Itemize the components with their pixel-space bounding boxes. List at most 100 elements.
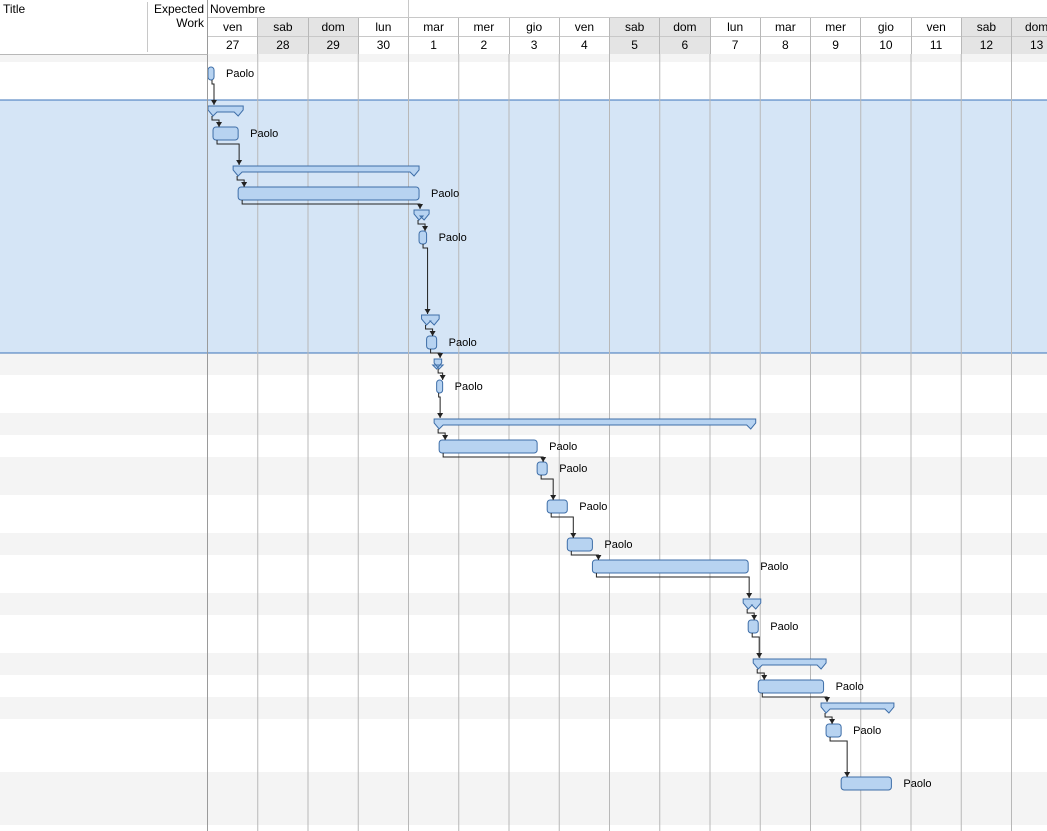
- dependency-arrow: [756, 653, 763, 658]
- row-background: [0, 226, 1047, 309]
- dependency-line: [211, 80, 215, 105]
- task-bar[interactable]: [536, 461, 548, 476]
- task-bar[interactable]: [546, 499, 568, 514]
- day-column-header: mar 8: [760, 18, 811, 54]
- summary-bar[interactable]: [421, 314, 440, 326]
- task-bar[interactable]: [747, 619, 759, 634]
- row-background: [0, 533, 1047, 555]
- row-background: [0, 309, 1047, 331]
- row-background: [0, 331, 1047, 353]
- resource-label: Paolo: [455, 381, 483, 393]
- dependency-arrow: [241, 182, 248, 187]
- dependency-line: [829, 737, 848, 777]
- task-bar[interactable]: [237, 186, 420, 201]
- task-bar[interactable]: [840, 776, 892, 791]
- row-background: [0, 204, 1047, 226]
- dependency-arrow: [540, 457, 547, 462]
- row-background: [0, 719, 1047, 772]
- dependency-arrow: [824, 697, 831, 702]
- row-background: [0, 100, 1047, 122]
- row-background: [0, 593, 1047, 615]
- resource-label: Paolo: [853, 725, 881, 737]
- resource-label: Paolo: [760, 561, 788, 573]
- dependency-line: [540, 475, 554, 500]
- column-header-title[interactable]: Title: [3, 2, 26, 16]
- summary-bar[interactable]: [207, 105, 244, 117]
- resource-label: Paolo: [439, 232, 467, 244]
- row-background: [0, 62, 1047, 100]
- dependency-arrow: [751, 615, 758, 620]
- dependency-arrow: [429, 331, 436, 336]
- column-header-expected-work[interactable]: Expected Work: [147, 2, 206, 52]
- resource-label: Paolo: [226, 68, 254, 80]
- summary-bar[interactable]: [752, 658, 827, 670]
- dependency-arrow: [437, 413, 444, 418]
- dependency-arrow: [417, 204, 424, 209]
- summary-bar[interactable]: [413, 209, 430, 221]
- day-column-header: sab 28: [258, 18, 309, 54]
- task-bar[interactable]: [757, 679, 825, 694]
- row-background: [0, 675, 1047, 697]
- day-column-header: mar 1: [409, 18, 460, 54]
- row-background: [0, 615, 1047, 653]
- resource-label: Paolo: [836, 681, 864, 693]
- summary-bar[interactable]: [431, 358, 445, 370]
- day-column-header: dom 13: [1012, 18, 1047, 54]
- dependency-arrow: [829, 719, 836, 724]
- task-bar[interactable]: [426, 335, 438, 350]
- task-bar[interactable]: [566, 537, 593, 552]
- task-bar[interactable]: [207, 66, 215, 81]
- resource-label: Paolo: [250, 128, 278, 140]
- task-bar[interactable]: [418, 230, 428, 245]
- resource-label: Paolo: [770, 621, 798, 633]
- task-bar[interactable]: [825, 723, 842, 738]
- month-label: Novembre: [210, 2, 266, 16]
- dependency-arrow: [746, 593, 753, 598]
- task-bar[interactable]: [212, 126, 239, 141]
- row-background: [0, 495, 1047, 533]
- resource-label: Paolo: [903, 778, 931, 790]
- summary-bar[interactable]: [820, 702, 895, 714]
- resource-label: Paolo: [579, 501, 607, 513]
- dependency-arrow: [570, 533, 577, 538]
- row-background: [0, 160, 1047, 182]
- dependency-arrow: [442, 435, 449, 440]
- day-column-header: ven 27: [208, 18, 259, 54]
- day-column-header: lun 7: [710, 18, 761, 54]
- summary-bar[interactable]: [232, 165, 420, 177]
- dependency-line: [438, 393, 441, 418]
- row-background: [0, 353, 1047, 375]
- day-column-header: dom 6: [660, 18, 711, 54]
- dependency-arrow: [211, 100, 217, 105]
- dependency-arrow: [437, 353, 444, 358]
- summary-bar[interactable]: [433, 418, 757, 430]
- row-background: [0, 122, 1047, 160]
- resource-label: Paolo: [431, 188, 459, 200]
- dependency-line: [595, 573, 750, 598]
- month-header: Novembre: [208, 0, 1047, 18]
- row-background: [0, 54, 1047, 62]
- dependency-arrow: [216, 122, 223, 127]
- day-column-header: ven 4: [559, 18, 610, 54]
- row-background: [0, 697, 1047, 719]
- day-column-header: ven 11: [911, 18, 962, 54]
- dependency-arrow: [550, 495, 557, 500]
- row-background: [0, 653, 1047, 675]
- task-bar[interactable]: [436, 379, 444, 394]
- day-column-header: mer 2: [459, 18, 510, 54]
- task-bar[interactable]: [438, 439, 538, 454]
- dependency-arrow: [424, 309, 431, 314]
- task-bar[interactable]: [591, 559, 749, 574]
- dependency-arrow: [761, 675, 768, 680]
- resource-label: Paolo: [449, 337, 477, 349]
- summary-bar[interactable]: [742, 598, 762, 610]
- dependency-arrow: [236, 160, 243, 165]
- dependency-arrow: [422, 226, 429, 231]
- row-background: [0, 555, 1047, 593]
- dependency-line: [751, 633, 760, 658]
- day-column-header: sab 5: [610, 18, 661, 54]
- dependency-line: [550, 513, 574, 538]
- resource-label: Paolo: [549, 441, 577, 453]
- day-column-header: gio 10: [861, 18, 912, 54]
